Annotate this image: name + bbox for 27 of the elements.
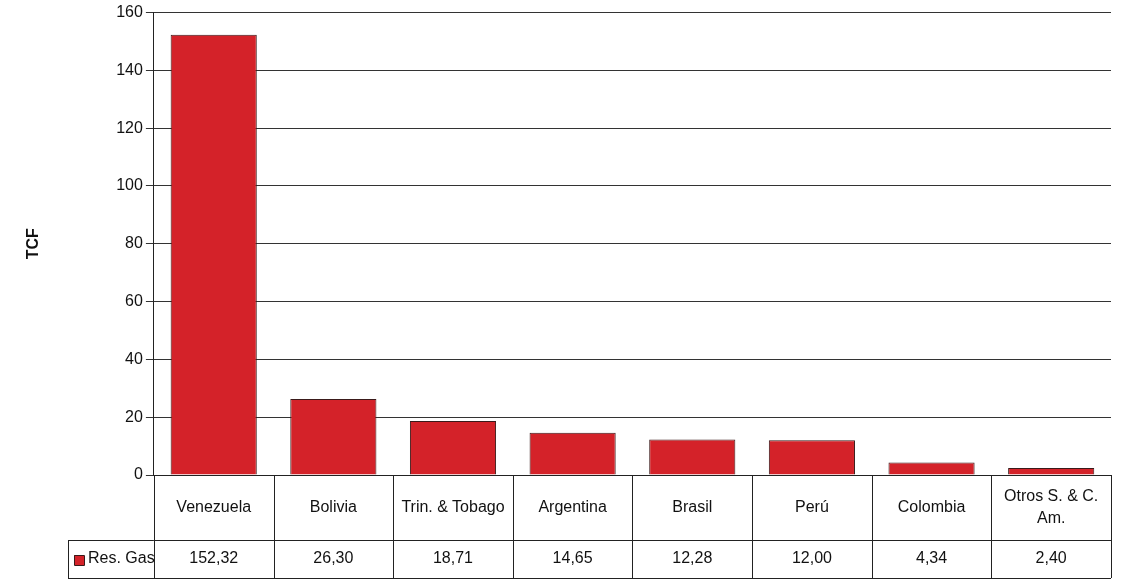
x-tick-label: Bolivia [309, 497, 358, 515]
x-tick-label: Otros S. & C. Am. [1004, 486, 1099, 526]
y-tick-label: 140 [116, 60, 143, 78]
y-tick-label: 60 [125, 292, 143, 310]
y-tick-label: 160 [116, 3, 143, 21]
data-label: 18,71 [432, 549, 474, 567]
data-label: 12,00 [791, 549, 833, 567]
y-tick-label: 120 [116, 118, 143, 136]
data-label: 12,28 [672, 549, 713, 567]
y-axis-title: TCF [24, 228, 42, 260]
x-tick-label: Colombia [897, 497, 966, 515]
x-tick-label: Perú [795, 497, 829, 515]
data-label: 14,65 [552, 549, 593, 567]
data-label: 152,32 [189, 549, 239, 567]
y-tick-label: 0 [133, 465, 143, 483]
x-tick-label: Brasil [672, 497, 713, 515]
data-label: 4,34 [915, 549, 948, 567]
y-tick-label: 80 [125, 234, 143, 252]
data-label: 26,30 [313, 549, 354, 567]
y-tick-label: 20 [125, 407, 143, 425]
data-label: 2,40 [1035, 549, 1067, 567]
legend-label: Res. Gas [88, 549, 155, 567]
y-tick-label: 100 [116, 176, 143, 194]
x-tick-label: Venezuela [176, 497, 252, 515]
x-tick-label: Argentina [538, 497, 607, 515]
x-tick-label: Trin. & Tobago [401, 497, 505, 515]
y-tick-label: 40 [125, 349, 143, 367]
